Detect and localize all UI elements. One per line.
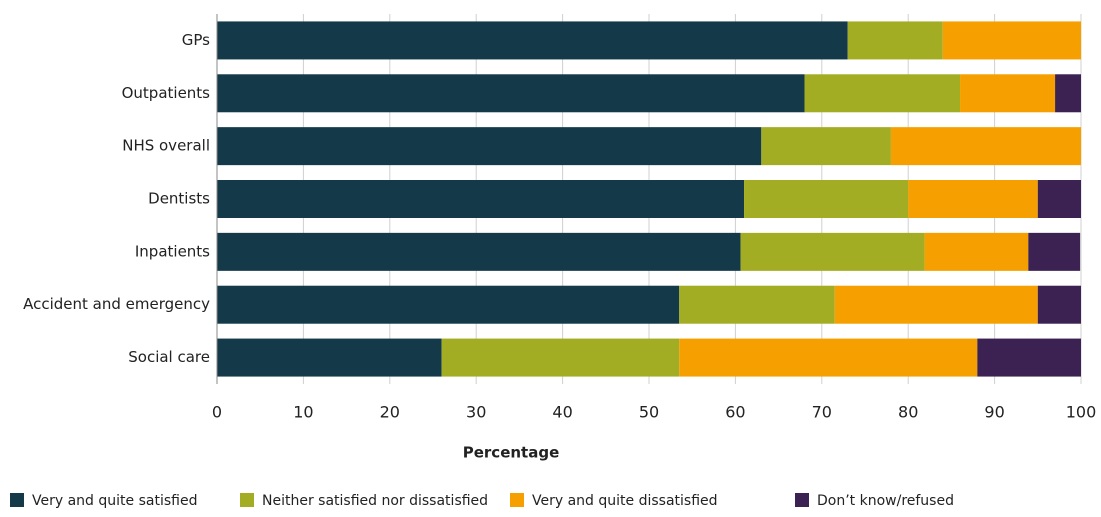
x-tick-label: 70 (812, 403, 832, 422)
legend-swatch (240, 493, 254, 507)
x-tick-label: 30 (466, 403, 486, 422)
x-tick-label: 40 (552, 403, 572, 422)
bar-segment (847, 21, 943, 60)
x-tick-label: 90 (984, 403, 1004, 422)
x-tick-label: 100 (1066, 403, 1097, 422)
y-tick-label: Social care (128, 348, 210, 366)
bar-segment (217, 285, 680, 324)
y-tick-label: Accident and emergency (23, 295, 210, 313)
bar-segment (924, 232, 1029, 271)
bar-segment (1037, 180, 1081, 218)
bar-segment (1055, 74, 1081, 113)
bar-segment (217, 232, 741, 271)
legend-label: Neither satisfied nor dissatisfied (262, 493, 488, 509)
bar-segment (1037, 285, 1081, 324)
bar-segment (960, 74, 1056, 113)
bar-segment (217, 127, 762, 166)
bar-segment (744, 180, 909, 218)
x-tick-label: 10 (293, 403, 313, 422)
legend-label: Don’t know/refused (817, 493, 954, 509)
x-axis-label: Percentage (463, 444, 560, 462)
bar-segment (217, 74, 805, 113)
bar-segment (441, 338, 680, 377)
y-tick-label: GPs (182, 31, 210, 49)
x-tick-label: 0 (212, 403, 222, 422)
legend-label: Very and quite dissatisfied (532, 493, 718, 509)
bar-segment (761, 127, 891, 166)
x-tick-label: 80 (898, 403, 918, 422)
bar-segment (740, 232, 925, 271)
bar-segment (679, 285, 835, 324)
bar-segment (217, 338, 442, 377)
legend-swatch (510, 493, 524, 507)
bar-segment (977, 338, 1081, 377)
legend-swatch (10, 493, 24, 507)
bar-segment (679, 338, 978, 377)
bar-segment (834, 285, 1038, 324)
bar-segment (908, 180, 1038, 218)
x-tick-label: 60 (725, 403, 745, 422)
bar-segment (217, 21, 848, 60)
bar-segment (890, 127, 1081, 166)
bar-segment (1028, 232, 1081, 271)
x-tick-label: 50 (639, 403, 659, 422)
y-tick-label: Inpatients (135, 242, 210, 260)
y-tick-label: NHS overall (122, 137, 210, 155)
legend-label: Very and quite satisfied (32, 493, 197, 509)
y-tick-label: Dentists (148, 190, 210, 208)
x-tick-label: 20 (380, 403, 400, 422)
bar-segment (804, 74, 961, 113)
y-tick-label: Outpatients (122, 84, 211, 102)
legend-swatch (795, 493, 809, 507)
bar-segment (942, 21, 1081, 60)
bar-segment (217, 180, 745, 218)
